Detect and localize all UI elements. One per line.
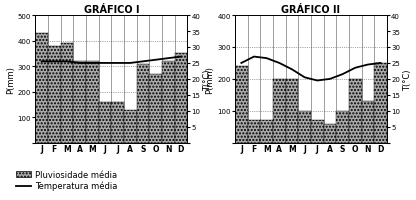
- Bar: [311, 121, 324, 143]
- Bar: [124, 110, 136, 143]
- Y-axis label: P(mm): P(mm): [206, 66, 215, 93]
- Y-axis label: T(°C): T(°C): [203, 69, 212, 90]
- Bar: [273, 80, 286, 143]
- Title: GRÁFICO I: GRÁFICO I: [84, 5, 139, 15]
- Bar: [260, 121, 273, 143]
- Bar: [136, 64, 149, 143]
- Bar: [86, 62, 99, 143]
- Bar: [349, 80, 362, 143]
- Bar: [73, 62, 86, 143]
- Bar: [298, 111, 311, 143]
- Bar: [336, 111, 349, 143]
- Bar: [61, 44, 73, 143]
- Bar: [48, 46, 61, 143]
- Bar: [175, 54, 187, 143]
- Bar: [286, 80, 298, 143]
- Title: GRÁFICO II: GRÁFICO II: [282, 5, 340, 15]
- Bar: [162, 62, 175, 143]
- Bar: [149, 74, 162, 143]
- Bar: [235, 67, 248, 143]
- Bar: [111, 102, 124, 143]
- Bar: [362, 102, 374, 143]
- Bar: [324, 124, 336, 143]
- Legend: Pluviosidade média, Temperatura média: Pluviosidade média, Temperatura média: [12, 167, 121, 194]
- Bar: [248, 121, 260, 143]
- Bar: [374, 64, 387, 143]
- Y-axis label: T(°C): T(°C): [403, 69, 412, 90]
- Y-axis label: P(mm): P(mm): [6, 66, 15, 93]
- Bar: [35, 34, 48, 143]
- Bar: [99, 102, 111, 143]
